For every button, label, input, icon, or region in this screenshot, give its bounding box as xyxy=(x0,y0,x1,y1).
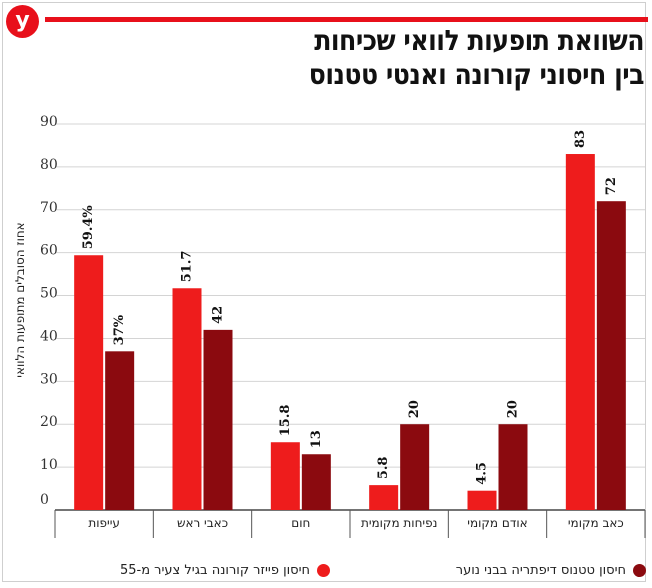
x-tick-label: אודם מקומי xyxy=(467,516,527,530)
y-tick-label: 70 xyxy=(40,200,58,216)
legend-label-series-0: חיסון פייזר קורונה בגיל צעיר מ-55 xyxy=(119,562,310,578)
y-tick-label: 50 xyxy=(40,286,58,302)
chart-title-line-2: בין חיסוני קורונה ואנטי טטנוס xyxy=(308,58,645,91)
bar-series-0 xyxy=(270,442,300,510)
x-tick-label: נפיחות מקומית xyxy=(361,516,437,530)
y-tick-label: 10 xyxy=(40,457,58,473)
y-tick-label: 80 xyxy=(40,157,58,173)
data-label-series-1: 20 xyxy=(407,400,422,418)
y-tick-label: 20 xyxy=(40,414,58,430)
bar-series-0 xyxy=(565,154,595,510)
legend-item-series-1: חיסון טטנוס דיפתריה בבני נוער xyxy=(456,560,646,580)
bar-series-1 xyxy=(105,351,135,510)
y-tick-label: 40 xyxy=(40,328,58,344)
bar-series-0 xyxy=(74,255,104,510)
x-tick-label: חום xyxy=(291,516,310,530)
x-tick-label: עייפות xyxy=(88,516,120,530)
brand-logo: y xyxy=(6,5,39,38)
legend-label-series-1: חיסון טטנוס דיפתריה בבני נוער xyxy=(455,562,626,578)
data-label-series-0: 5.8 xyxy=(376,456,391,479)
chart-frame xyxy=(2,2,646,582)
chart-title-line-1: השוואת תופעות לוואי שכיחות xyxy=(314,24,644,57)
y-tick-label: 30 xyxy=(40,371,58,387)
bar-series-1 xyxy=(301,454,331,510)
bar-series-1 xyxy=(400,424,430,510)
legend-swatch-series-0 xyxy=(317,563,330,577)
y-tick-label: 0 xyxy=(40,492,49,508)
data-label-series-1: 42 xyxy=(211,306,226,324)
bar-series-0 xyxy=(369,485,399,510)
x-tick-label: כאבי ראש xyxy=(177,516,228,530)
data-label-series-0: 15.8 xyxy=(278,405,293,437)
bar-series-1 xyxy=(498,424,528,510)
data-label-series-1: 37% xyxy=(112,314,127,345)
x-tick-label: כאב מקומי xyxy=(568,516,624,530)
data-label-series-0: 59.4% xyxy=(81,205,96,250)
y-tick-label: 90 xyxy=(40,114,58,130)
bar-series-0 xyxy=(467,490,497,510)
data-label-series-1: 20 xyxy=(506,400,521,418)
title-rule xyxy=(45,17,648,22)
y-tick-label: 60 xyxy=(40,243,58,259)
bar-series-1 xyxy=(203,329,233,510)
legend-item-series-0: חיסון פייזר קורונה בגיל צעיר מ-55 xyxy=(120,560,330,580)
data-label-series-0: 83 xyxy=(573,130,588,148)
data-label-series-0: 4.5 xyxy=(475,462,490,485)
bar-series-0 xyxy=(172,288,202,510)
data-label-series-0: 51.7 xyxy=(180,251,195,283)
data-label-series-1: 72 xyxy=(604,177,619,195)
legend-swatch-series-1 xyxy=(633,563,646,577)
data-label-series-1: 13 xyxy=(309,430,324,448)
bar-series-1 xyxy=(596,201,626,510)
